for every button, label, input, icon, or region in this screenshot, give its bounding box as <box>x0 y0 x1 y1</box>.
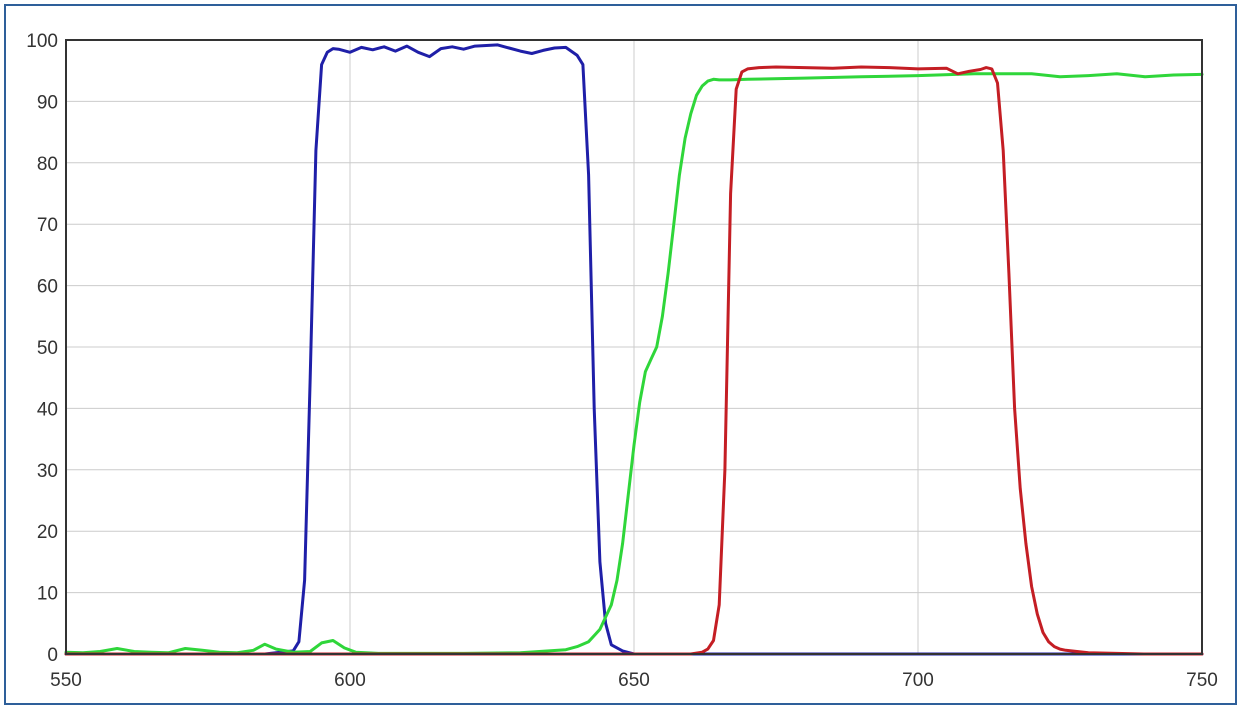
plot-area-border <box>65 39 1203 655</box>
x-tick-label: 750 <box>1186 670 1218 691</box>
y-tick-label: 40 <box>37 399 58 420</box>
y-tick-label: 0 <box>47 645 58 666</box>
x-tick-label: 650 <box>618 670 650 691</box>
y-tick-label: 60 <box>37 277 58 298</box>
x-tick-label: 700 <box>902 670 934 691</box>
y-tick-label: 50 <box>37 338 58 359</box>
y-tick-label: 30 <box>37 461 58 482</box>
y-tick-label: 10 <box>37 584 58 605</box>
series-lines <box>64 43 1204 656</box>
y-tick-label: 80 <box>37 154 58 175</box>
x-tick-labels: 550 600 650 700 750 <box>50 670 1218 691</box>
series-line-1 <box>64 43 1204 656</box>
y-tick-label: 90 <box>37 92 58 113</box>
y-tick-label: 70 <box>37 215 58 236</box>
x-tick-label: 550 <box>50 670 82 691</box>
y-tick-labels: 0 10 20 30 40 50 60 70 80 90 100 <box>26 31 58 666</box>
y-tick-label: 100 <box>26 31 58 52</box>
y-tick-label: 20 <box>37 522 58 543</box>
gridlines <box>65 39 1203 655</box>
x-tick-label: 600 <box>334 670 366 691</box>
series-line-3 <box>64 65 1204 656</box>
